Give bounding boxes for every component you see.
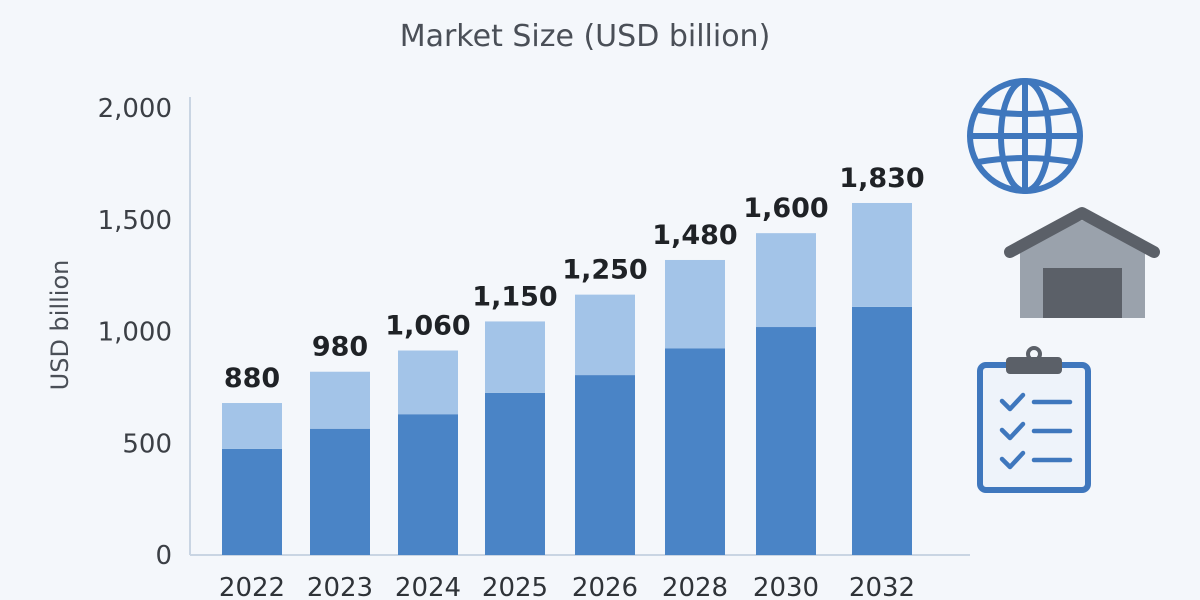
bar-segment-upper — [485, 321, 545, 393]
bar-segment-upper — [665, 259, 725, 349]
bar-segment-lower — [665, 348, 725, 555]
x-tick-label: 2028 — [662, 573, 728, 600]
x-tick-label: 2024 — [395, 573, 461, 600]
y-tick-label: 500 — [122, 429, 172, 459]
bar-segment-lower — [756, 327, 816, 555]
y-tick-label: 1,500 — [98, 206, 172, 236]
bar-segment-lower — [852, 306, 912, 555]
y-ticks: 0 500 1,000 1,500 2,000 — [98, 94, 172, 571]
bar-data-label: 1,150 — [472, 281, 557, 312]
bar-segment-upper — [398, 350, 458, 415]
bar-segment-upper — [852, 202, 912, 307]
bar-segment-lower — [575, 375, 635, 555]
bar-data-label: 1,480 — [652, 220, 737, 251]
bar-segment-lower — [485, 392, 545, 555]
x-ticks: 2022 2023 2024 2025 2026 2028 2030 2032 — [219, 573, 915, 600]
bar-data-label: 880 — [224, 363, 280, 394]
x-tick-label: 2022 — [219, 573, 285, 600]
warehouse-icon — [1004, 207, 1160, 318]
bar-data-label: 1,250 — [562, 255, 647, 286]
bar-data-label: 1,060 — [385, 310, 470, 341]
y-tick-label: 1,000 — [98, 318, 172, 348]
bar-segment-lower — [310, 428, 370, 555]
x-tick-label: 2026 — [572, 573, 638, 600]
bar-data-label: 1,830 — [839, 163, 924, 194]
x-tick-label: 2025 — [482, 573, 548, 600]
y-tick-label: 0 — [155, 541, 172, 571]
bar-segment-upper — [222, 403, 282, 449]
bar-data-label: 980 — [312, 332, 368, 363]
y-tick-label: 2,000 — [98, 94, 172, 124]
bars — [222, 202, 912, 555]
bar-segment-upper — [310, 371, 370, 429]
x-tick-label: 2023 — [307, 573, 373, 600]
x-tick-label: 2030 — [753, 573, 819, 600]
bar-segment-upper — [575, 294, 635, 376]
bar-segment-lower — [222, 448, 282, 555]
bar-segment-lower — [398, 414, 458, 555]
clipboard-checklist-icon — [977, 346, 1091, 493]
bar-segment-upper — [756, 233, 816, 328]
x-tick-label: 2032 — [849, 573, 915, 600]
globe-icon — [967, 78, 1083, 194]
bar-data-label: 1,600 — [743, 193, 828, 224]
y-axis-label: USD billion — [46, 260, 74, 391]
chart-title: Market Size (USD billion) — [400, 19, 771, 54]
